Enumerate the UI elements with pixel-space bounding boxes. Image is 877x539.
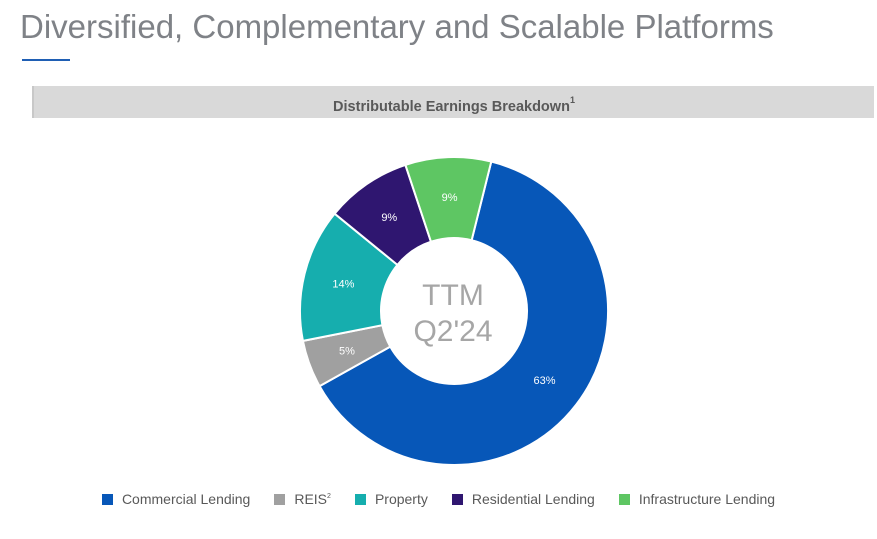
legend-item-commercial-lending: Commercial Lending — [101, 491, 251, 507]
legend-label: Property — [374, 491, 428, 507]
legend-footnote: 2 — [327, 492, 331, 500]
data-label-infrastructure-lending: 9% — [442, 192, 458, 204]
legend-item-property: Property — [354, 491, 428, 507]
legend-swatch — [618, 493, 630, 505]
legend-swatch — [274, 493, 286, 505]
center-label-line-2: Q2'24 — [413, 315, 492, 348]
title-underline — [22, 59, 70, 61]
chart-title-bar: Distributable Earnings Breakdown1 — [32, 86, 874, 118]
donut-slice-infrastructure-lending — [404, 156, 493, 243]
legend-swatch — [354, 493, 366, 505]
data-label-residential-lending: 9% — [381, 212, 397, 224]
chart-legend: Commercial Lending REIS 2 Property Residenti… — [0, 491, 877, 507]
chart-title-footnote: 1 — [569, 95, 575, 105]
legend-label: REIS — [294, 491, 328, 507]
legend-item-infrastructure-lending: Infrastructure Lending — [618, 491, 776, 507]
legend-label: Commercial Lending — [121, 491, 251, 507]
legend-swatch — [451, 493, 463, 505]
legend-swatch — [101, 493, 113, 505]
legend-label: Residential Lending — [471, 491, 595, 507]
data-label-reis: 5% — [339, 345, 355, 357]
data-label-property: 14% — [332, 278, 354, 290]
legend-label: Infrastructure Lending — [638, 491, 776, 507]
page-title: Diversified, Complementary and Scalable … — [20, 8, 774, 45]
data-label-commercial-lending: 63% — [534, 375, 556, 387]
center-label-line-1: TTM — [422, 279, 484, 312]
legend-item-reis: REIS 2 — [274, 491, 331, 507]
chart-title: Distributable Earnings Breakdown — [333, 98, 570, 115]
legend-item-residential-lending: Residential Lending — [451, 491, 595, 507]
donut-slice-commercial-lending — [318, 160, 609, 466]
